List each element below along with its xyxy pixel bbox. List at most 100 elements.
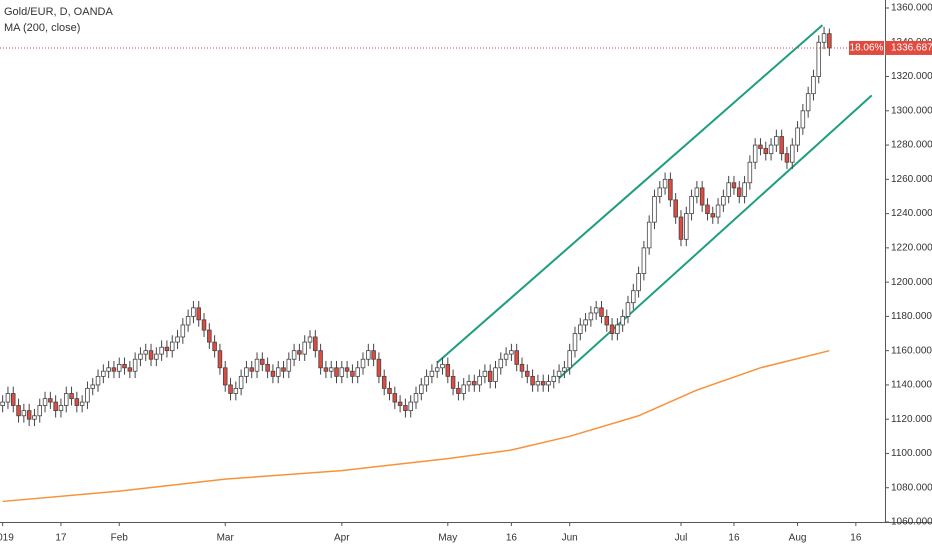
- candle-body: [408, 401, 413, 412]
- candle-body: [578, 324, 583, 334]
- x-tick-label: Feb: [111, 533, 129, 544]
- y-tick-label: 1360.000: [891, 3, 932, 14]
- candle-body: [381, 375, 387, 389]
- moving-average: [2, 349, 830, 503]
- candle-body: [265, 363, 270, 372]
- candle-body: [525, 370, 530, 377]
- candle-body: [434, 367, 440, 372]
- candle-body: [715, 204, 721, 218]
- candle-body: [509, 350, 514, 355]
- candle-body: [551, 375, 557, 382]
- candle-body: [684, 213, 689, 240]
- y-tick-label: 1120.000: [891, 414, 932, 425]
- candle-body: [699, 187, 705, 206]
- candle-body: [784, 153, 790, 163]
- candle-body: [37, 405, 43, 417]
- candle-body: [461, 384, 466, 394]
- candle-body: [673, 199, 678, 218]
- candle-body: [366, 350, 371, 360]
- candle-body: [742, 182, 747, 197]
- candle-body: [201, 319, 207, 331]
- candle-body: [281, 367, 286, 372]
- candle-body: [106, 367, 111, 372]
- candle-body: [143, 350, 148, 355]
- candle-body: [138, 353, 143, 360]
- candle-body: [297, 350, 302, 355]
- candle-body: [652, 196, 657, 223]
- candle-body: [313, 336, 318, 352]
- candle-body: [344, 367, 350, 372]
- chart-title: Gold/EUR, D, OANDA: [4, 6, 113, 18]
- candle-body: [662, 178, 668, 189]
- x-tick-label: Jul: [675, 533, 688, 544]
- candle-body: [487, 370, 493, 382]
- candle-body: [387, 387, 392, 394]
- plot-area: [0, 24, 873, 503]
- candle-body: [127, 367, 133, 372]
- candle-body: [419, 384, 424, 394]
- x-tick-label: 16: [850, 533, 862, 544]
- candle-body: [609, 324, 615, 334]
- candle-body: [747, 161, 753, 184]
- candle-body: [445, 363, 451, 377]
- candle-body: [774, 136, 779, 146]
- candle-body: [493, 367, 498, 382]
- candle-body: [726, 182, 731, 197]
- candle-body: [302, 341, 307, 355]
- candle-body: [721, 196, 726, 206]
- candle-body: [763, 148, 769, 155]
- candle-body: [122, 363, 127, 369]
- candle-body: [631, 290, 636, 304]
- candle-body: [514, 350, 519, 365]
- candle-body: [275, 367, 281, 377]
- candle-body: [5, 393, 11, 403]
- candle-body: [768, 144, 774, 155]
- candle-body: [10, 393, 16, 406]
- candle-body: [42, 398, 48, 406]
- candle-body: [599, 307, 604, 317]
- candle-body: [540, 381, 546, 386]
- x-tick-label: 2019: [0, 533, 14, 544]
- candle-body: [233, 387, 239, 394]
- candle-body: [572, 333, 578, 352]
- y-tick-label: 1200.000: [891, 277, 932, 288]
- candle-body: [63, 393, 69, 406]
- candle-body: [477, 375, 482, 386]
- candle-body: [583, 319, 588, 326]
- candle-body: [800, 110, 806, 129]
- candle-body: [212, 341, 217, 352]
- y-tick-label: 1160.000: [891, 345, 932, 356]
- change-label: 18.06%: [850, 43, 884, 54]
- candle-body: [668, 178, 673, 201]
- y-tick-label: 1300.000: [891, 105, 932, 116]
- y-tick-label: 1260.000: [891, 174, 932, 185]
- candle-body: [185, 315, 191, 326]
- candle-body: [95, 375, 101, 386]
- candle-body: [90, 384, 95, 389]
- channel-line: [436, 24, 824, 364]
- candle-body: [154, 353, 159, 360]
- candle-body: [546, 381, 551, 386]
- candle-body: [646, 221, 652, 249]
- candle-body: [228, 384, 233, 394]
- candle-body: [790, 144, 795, 163]
- candle-body: [805, 93, 811, 112]
- change-label-box: [849, 40, 884, 55]
- candle-body: [350, 370, 355, 377]
- y-tick-label: 1320.000: [891, 71, 932, 82]
- candle-body: [286, 358, 292, 372]
- candle-body: [376, 358, 382, 377]
- candle-body: [604, 315, 610, 326]
- candle-body: [159, 346, 164, 355]
- candle-body: [16, 405, 21, 417]
- candle-body: [779, 136, 784, 155]
- candle-body: [339, 367, 345, 377]
- y-tick-label: 1180.000: [891, 311, 932, 322]
- candle-body: [397, 401, 403, 406]
- candle-body: [21, 410, 27, 417]
- candle-body: [355, 367, 360, 377]
- candle-body: [413, 393, 419, 403]
- candle-body: [758, 144, 763, 149]
- candle-body: [530, 375, 535, 386]
